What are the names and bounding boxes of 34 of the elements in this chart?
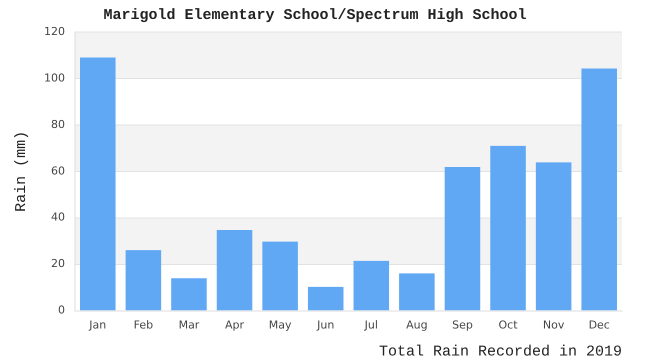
- x-tick-label: Aug: [406, 318, 428, 332]
- x-tick-label: Jul: [364, 318, 378, 332]
- y-tick-label: 100: [44, 71, 65, 84]
- x-tick-label: Jan: [88, 318, 106, 332]
- x-tick-label: Feb: [134, 318, 154, 332]
- bar: [490, 146, 526, 310]
- x-tick-label: Apr: [225, 318, 245, 332]
- bar: [262, 242, 298, 310]
- x-tick-label: Mar: [178, 318, 200, 332]
- y-tick-label: 80: [50, 118, 65, 131]
- bar: [581, 68, 617, 310]
- x-tick-label: Nov: [542, 318, 565, 332]
- x-tick-label: May: [268, 318, 292, 332]
- bar: [216, 230, 252, 310]
- bar: [171, 278, 207, 310]
- y-tick-label: 0: [58, 304, 65, 317]
- bar: [399, 273, 435, 310]
- x-tick-label: Dec: [588, 318, 610, 332]
- y-tick-label: 20: [50, 257, 65, 270]
- bar: [444, 166, 480, 310]
- bar: [80, 58, 116, 310]
- y-axis-title: Rain (mm): [12, 130, 30, 212]
- chart-title: Marigold Elementary School/Spectrum High School: [103, 6, 527, 24]
- bar: [536, 162, 572, 310]
- bar: [354, 260, 390, 310]
- text: Total Rain Recorded in 2019: [378, 343, 622, 360]
- bar: [308, 286, 344, 310]
- x-tick-label: Sep: [452, 318, 473, 332]
- y-tick-label: 40: [50, 210, 65, 224]
- y-tick-label: 120: [44, 24, 65, 38]
- x-tick-label: Jun: [316, 318, 334, 332]
- y-tick-label: 60: [50, 164, 65, 178]
- bar: [126, 250, 162, 310]
- x-tick-label: Oct: [498, 318, 518, 332]
